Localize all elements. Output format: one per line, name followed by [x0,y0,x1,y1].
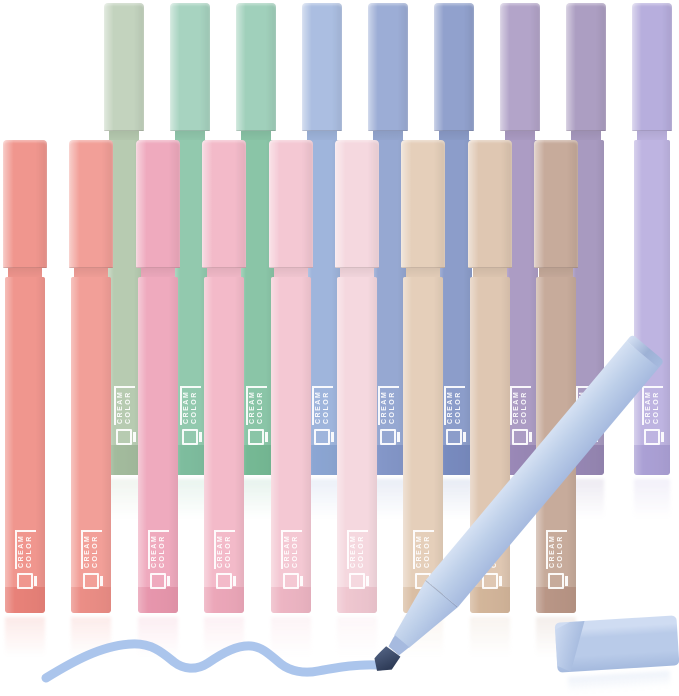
highlighter-back-lavender: CREAM COLOR [632,3,672,519]
pen-cap [335,140,379,268]
pen-cap [434,3,474,131]
pen-cap [135,140,180,268]
pen-cap [467,140,512,268]
pen-neck [241,131,271,140]
highlighter-front-salmon: CREAM COLOR [69,140,114,657]
highlighter-front-light-blush: CREAM COLOR [335,140,379,657]
pen-neck [109,131,139,140]
pen-barrel-base [106,445,142,475]
floor-reflection [106,479,142,519]
pen-cap [3,140,47,268]
pen-cap [236,3,276,131]
floor-reflection [5,617,45,657]
pen-neck [340,268,374,277]
pen-neck [571,131,601,140]
highlighter-front-blush: CREAM COLOR [268,140,313,657]
floor-reflection [469,617,510,657]
floor-reflection [172,479,208,519]
pen-neck [439,131,469,140]
pen-barrel-base [5,587,45,613]
pen-cap [534,140,579,268]
pen-neck [539,268,574,277]
pen-neck [273,268,308,277]
pen-neck [8,268,42,277]
pen-neck [140,268,175,277]
pen-barrel-base [270,587,311,613]
pen-cap [202,140,247,268]
pen-cap [500,3,540,131]
pen-barrel-base [536,587,577,613]
highlighter-front-pink: CREAM COLOR [202,140,247,657]
pen-barrel-base [204,587,245,613]
pen-neck [175,131,205,140]
pen-neck [637,131,667,140]
pen-neck [373,131,403,140]
pen-neck [505,131,535,140]
ink-squiggle-path [41,639,383,683]
pen-neck [207,268,242,277]
pen-barrel-base [71,587,112,613]
pen-barrel-base [172,445,208,475]
highlighter-front-rose-pink: CREAM COLOR [135,140,180,657]
floor-reflection [337,617,377,657]
pen-barrel-base [634,445,670,475]
pen-cap [302,3,342,131]
pen-barrel-base [337,587,377,613]
pen-barrel-base [137,587,178,613]
pen-cap [368,3,408,131]
floor-reflection [270,617,311,657]
pen-neck [472,268,507,277]
pen-cap [566,3,606,131]
pen-cap [401,140,446,268]
highlighter-back-mint-green: CREAM COLOR [170,3,210,519]
pen-cap [170,3,210,131]
pen-barrel-base [469,587,510,613]
highlighter-front-cream-tan: CREAM COLOR [401,140,446,657]
pen-cap [104,3,144,131]
floor-reflection [634,479,670,519]
pen-cap [69,140,114,268]
highlighter-front-coral: CREAM COLOR [3,140,47,657]
pen-neck [74,268,109,277]
pen-neck [307,131,337,140]
pen-cap [632,3,672,131]
pen-neck [406,268,441,277]
pen-cap [268,140,313,268]
